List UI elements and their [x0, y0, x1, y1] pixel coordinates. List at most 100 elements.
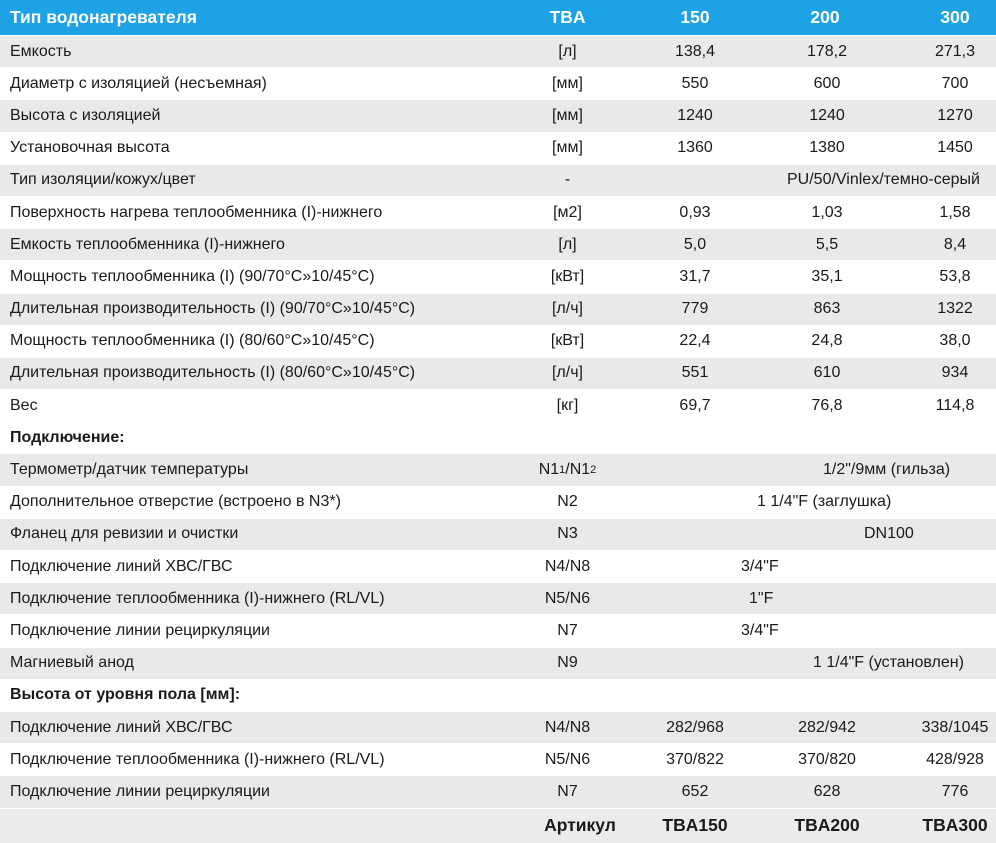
table-row: Дополнительное отверстие (встроено в N3*…	[0, 486, 996, 519]
row-label: Емкость	[10, 42, 72, 60]
article-150: TBA150	[662, 815, 728, 835]
row-value-200: 5,5	[815, 235, 839, 253]
table-row: Диаметр с изоляцией (несъемная) [мм] 550…	[0, 68, 996, 101]
row-span-value: 1/2"/9мм (гильза)	[823, 461, 951, 479]
row-value-300: 1322	[937, 300, 973, 318]
header-col-300: 300	[940, 7, 970, 27]
row-unit: N5/N6	[544, 589, 591, 607]
row-unit: [мм]	[552, 106, 583, 124]
row-value-300: 1270	[937, 106, 973, 124]
row-unit: N1 1/N1 2	[530, 454, 605, 485]
row-label: Дополнительное отверстие (встроено в N3*…	[10, 493, 341, 511]
row-label: Установочная высота	[10, 139, 170, 157]
table-row: Магниевый анод N9 1 1/4"F (установлен)	[0, 647, 996, 680]
section-title: Высота от уровня пола [мм]:	[10, 686, 241, 704]
article-300: TBA300	[922, 815, 988, 835]
table-row: Емкость теплообменника (I)-нижнего [л] 5…	[0, 229, 996, 262]
row-value-200: 1240	[809, 106, 845, 124]
row-unit: [л/ч]	[551, 300, 583, 318]
row-value-300: 53,8	[939, 267, 971, 285]
table-row: Мощность теплообменника (I) (80/60°C»10/…	[0, 325, 996, 358]
table-row: Длительная производительность (I) (90/70…	[0, 293, 996, 326]
row-value-200: 76,8	[811, 396, 843, 414]
row-unit: N9	[557, 654, 578, 672]
row-span-value: DN100	[864, 525, 914, 543]
row-value-150: 282/968	[666, 718, 724, 736]
unit-sub-2: 2	[590, 464, 597, 477]
row-label: Диаметр с изоляцией (несъемная)	[10, 74, 267, 92]
row-value-150: 138,4	[674, 42, 716, 60]
row-unit: N7	[557, 782, 578, 800]
row-label: Подключение линии рециркуляции	[10, 621, 270, 639]
table-row: Тип изоляции/кожух/цвет - PU/50/Vinlex/т…	[0, 164, 996, 197]
row-value-150: 0,93	[679, 203, 711, 221]
row-label: Вес	[10, 396, 38, 414]
row-value-150: 31,7	[679, 267, 711, 285]
row-label: Высота с изоляцией	[10, 106, 161, 124]
table-row: Длительная производительность (I) (80/60…	[0, 357, 996, 391]
row-value-150: 370/822	[666, 750, 724, 768]
row-unit: [кг]	[556, 396, 579, 414]
row-value-200: 628	[813, 782, 841, 800]
row-unit: [кВт]	[550, 267, 585, 285]
row-label: Подключение теплообменника (I)-нижнего (…	[10, 589, 385, 607]
row-unit: [л]	[558, 235, 577, 253]
section-title: Подключение:	[10, 428, 125, 446]
table-row: Подключение теплообменника (I)-нижнего (…	[0, 744, 996, 777]
unit-sub-1: 1	[559, 464, 566, 477]
table-row: Вес [кг] 69,7 76,8 114,8	[0, 390, 996, 423]
row-label: Емкость теплообменника (I)-нижнего	[10, 235, 285, 253]
header-title: Тип водонагревателя	[10, 7, 197, 27]
row-value-300: 271,3	[934, 42, 976, 60]
row-label: Подключение линий ХВС/ГВС	[10, 557, 233, 575]
table-row: Подключение линий ХВС/ГВС N4/N8 282/968 …	[0, 711, 996, 745]
row-value-150: 1240	[677, 106, 713, 124]
row-unit: [м2]	[553, 203, 582, 221]
row-value-150: 652	[681, 782, 709, 800]
row-unit: N5/N6	[544, 750, 591, 768]
table-row: Фланец для ревизии и очистки N3 DN100	[0, 518, 996, 551]
row-value-300: 1,58	[939, 203, 971, 221]
row-value-200: 610	[813, 364, 841, 382]
row-value-300: 776	[941, 782, 969, 800]
row-value-300: 700	[941, 74, 969, 92]
row-value-200: 863	[813, 300, 841, 318]
row-value-300: 114,8	[935, 396, 975, 414]
row-unit: -	[564, 171, 571, 189]
row-label: Фланец для ревизии и очистки	[10, 525, 239, 543]
row-unit: [мм]	[552, 74, 583, 92]
row-value-200: 1,03	[811, 203, 843, 221]
row-value-300: 934	[941, 364, 969, 382]
row-unit: N4/N8	[544, 718, 591, 736]
row-unit: [л/ч]	[551, 364, 583, 382]
table-footer: Артикул TBA150 TBA200 TBA300	[0, 808, 996, 843]
header-col-200: 200	[810, 7, 840, 27]
row-value-150: 550	[681, 74, 709, 92]
table-row: Установочная высота [мм] 1360 1380 1450	[0, 132, 996, 165]
row-value-150: 779	[681, 300, 709, 318]
row-value-200: 282/942	[798, 718, 856, 736]
row-value-200: 600	[813, 74, 841, 92]
row-span-value: 1 1/4"F (заглушка)	[757, 493, 892, 511]
table-row: Подключение теплообменника (I)-нижнего (…	[0, 583, 996, 616]
table-row: Высота с изоляцией [мм] 1240 1240 1270	[0, 100, 996, 133]
row-label: Подключение линии рециркуляции	[10, 782, 270, 800]
row-unit: [л]	[558, 42, 577, 60]
row-value-150: 22,4	[679, 332, 711, 350]
row-value-150: 5,0	[683, 235, 707, 253]
section-heading-connections: Подключение:	[0, 422, 996, 455]
footer-label: Артикул	[544, 815, 616, 835]
row-label: Мощность теплообменника (I) (80/60°C»10/…	[10, 332, 375, 350]
row-value-300: 8,4	[943, 235, 967, 253]
table-row: Емкость [л] 138,4 178,2 271,3	[0, 36, 996, 69]
row-value-300: 38,0	[939, 332, 971, 350]
table-row: Термометр/датчик температуры N1 1/N1 2 1/2…	[0, 454, 996, 487]
row-value-200: 35,1	[811, 267, 843, 285]
row-unit: N2	[557, 493, 578, 511]
table-row: Подключение линии рециркуляции N7 652 62…	[0, 776, 996, 809]
row-label: Подключение теплообменника (I)-нижнего (…	[10, 750, 385, 768]
header-col-150: 150	[680, 7, 710, 27]
row-value-300: 338/1045	[921, 718, 989, 736]
row-value-200: 1380	[809, 139, 845, 157]
header-col-type: TBA	[549, 7, 586, 27]
